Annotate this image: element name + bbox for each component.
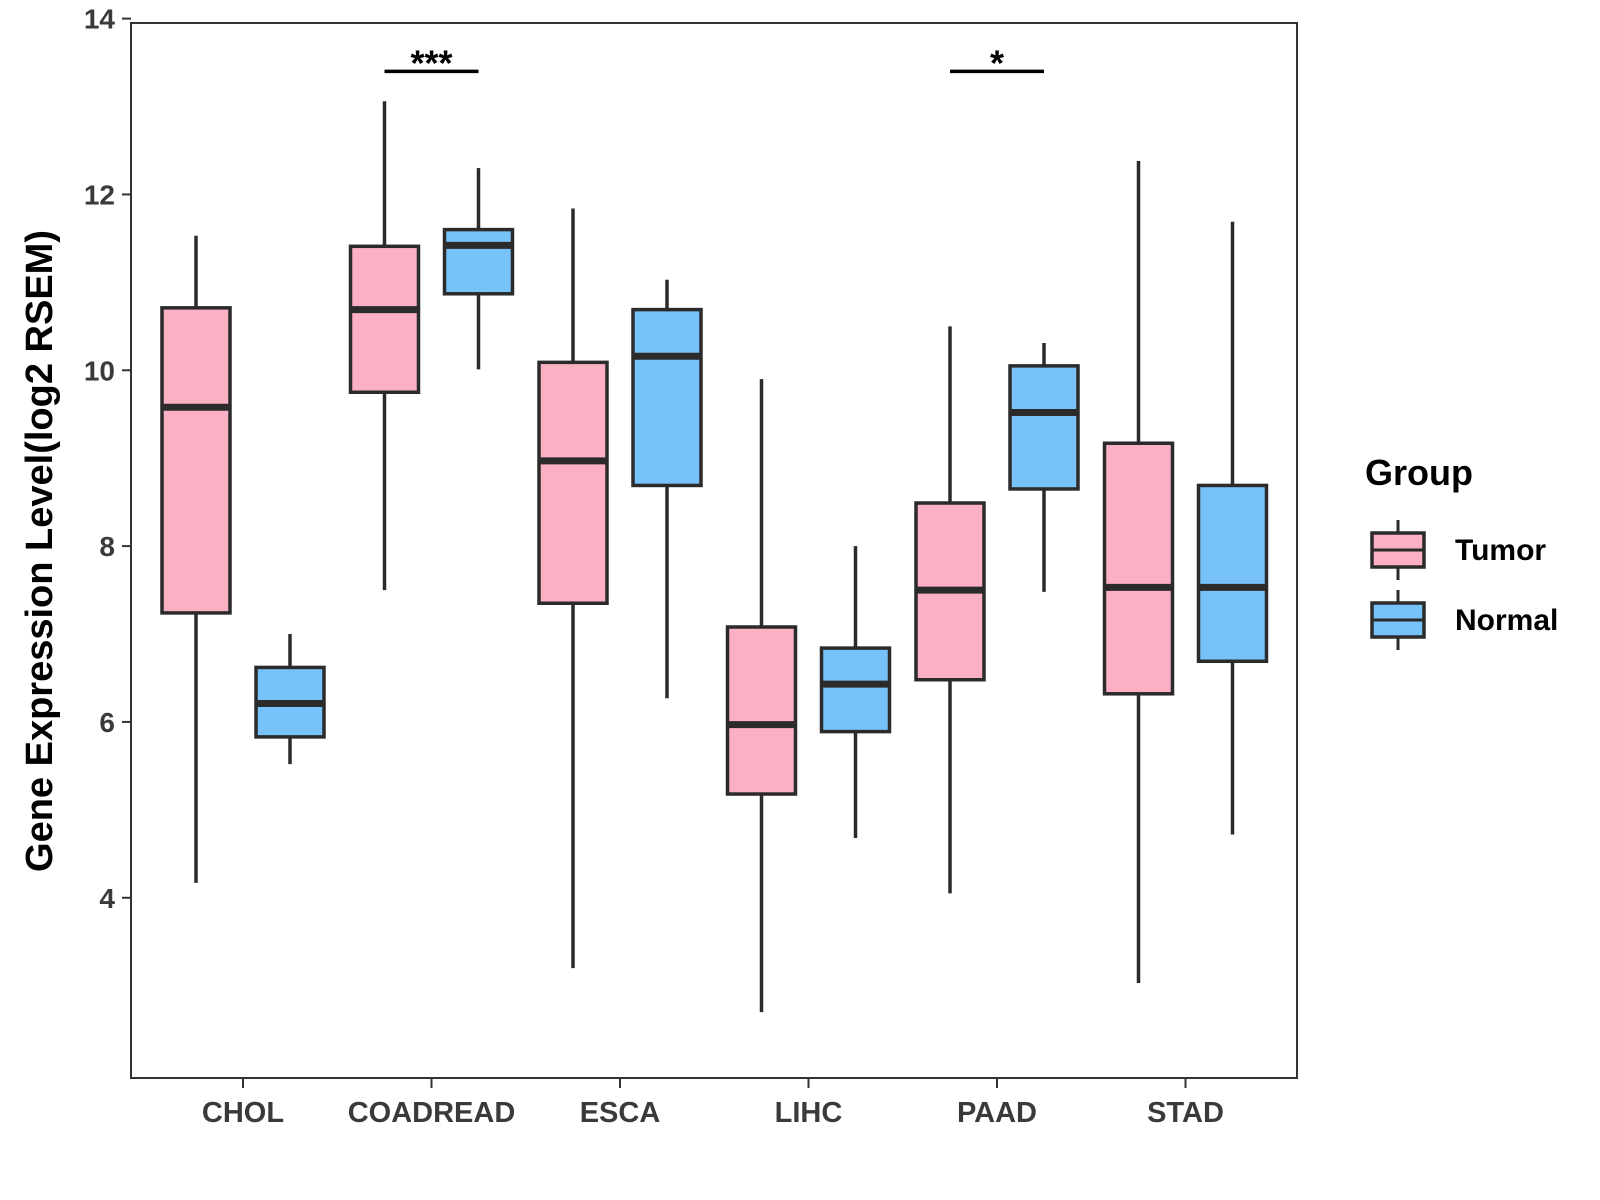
legend-label-normal: Normal	[1455, 604, 1558, 637]
x-tick-label-paad: PAAD	[957, 1097, 1037, 1129]
box-normal-esca	[631, 279, 703, 699]
x-tick-label-lihc: LIHC	[775, 1097, 843, 1129]
y-tick-label-12: 12	[84, 179, 115, 210]
box-normal-paad	[1008, 343, 1080, 592]
box-body-tumor-lihc	[725, 625, 798, 796]
legend: Group Tumor Normal	[1365, 452, 1558, 650]
y-tick-label-14: 14	[84, 4, 116, 35]
x-tick-label-stad: STAD	[1147, 1097, 1224, 1129]
x-tick-label-esca: ESCA	[580, 1097, 661, 1129]
y-tick-label-8: 8	[99, 531, 115, 562]
box-tumor-lihc	[725, 379, 798, 1013]
box-body-tumor-esca	[537, 360, 609, 605]
y-tick-label-10: 10	[84, 355, 115, 386]
y-axis: 4 6 8 10 12 14	[84, 4, 131, 914]
box-body-normal-esca	[631, 307, 703, 488]
box-tumor-chol	[160, 235, 232, 883]
box-normal-coadread	[442, 168, 515, 370]
legend-key-normal	[1370, 590, 1426, 650]
y-tick-label-6: 6	[99, 707, 115, 738]
sig-label-paad: *	[990, 42, 1004, 83]
y-axis-title: Gene Expression Level(log2 RSEM)	[19, 230, 61, 872]
box-body-normal-lihc	[819, 646, 892, 734]
plot-panel	[130, 22, 1298, 1079]
box-body-tumor-coadread	[348, 244, 421, 394]
box-body-normal-coadread	[442, 227, 515, 296]
legend-title: Group	[1365, 452, 1473, 493]
x-tick-label-chol: CHOL	[202, 1097, 284, 1129]
significance-annotations: *** *	[384, 42, 1044, 83]
box-tumor-coadread	[348, 101, 421, 591]
box-tumor-esca	[537, 208, 609, 969]
boxes-layer	[160, 101, 1269, 1013]
legend-key-tumor	[1370, 520, 1426, 580]
x-axis: CHOL COADREAD ESCA LIHC PAAD STAD	[202, 1078, 1224, 1129]
x-tick-label-coadread: COADREAD	[348, 1097, 516, 1129]
y-tick-label-4: 4	[99, 883, 115, 914]
sig-label-coadread: ***	[410, 42, 452, 83]
box-normal-chol	[254, 634, 326, 765]
box-body-tumor-stad	[1102, 441, 1175, 696]
box-normal-stad	[1196, 221, 1269, 835]
box-body-tumor-chol	[160, 306, 232, 615]
box-body-normal-paad	[1008, 364, 1080, 491]
box-body-normal-stad	[1196, 483, 1269, 664]
legend-label-tumor: Tumor	[1455, 534, 1546, 567]
box-normal-lihc	[819, 546, 892, 838]
box-tumor-paad	[914, 326, 986, 894]
box-tumor-stad	[1102, 161, 1175, 984]
